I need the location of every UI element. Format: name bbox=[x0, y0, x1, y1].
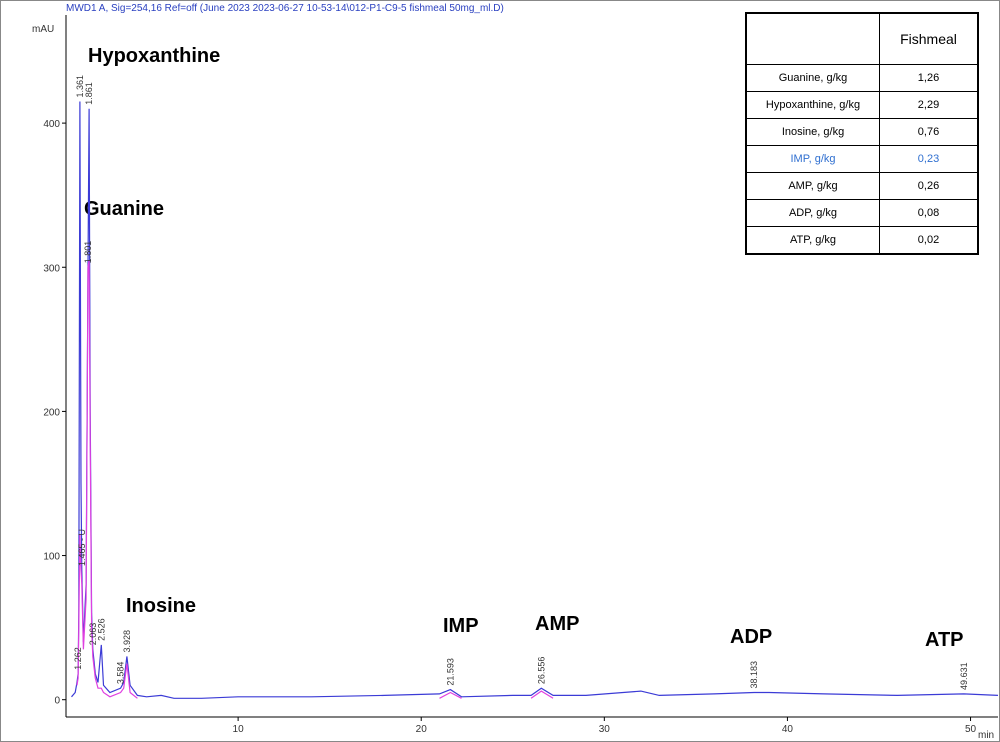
x-tick-label: 30 bbox=[599, 724, 611, 735]
peak-label: 1.861 bbox=[84, 82, 94, 105]
compound-label: Inosine bbox=[126, 595, 196, 617]
series-line bbox=[76, 260, 554, 699]
compound-label: Hypoxanthine bbox=[88, 45, 220, 67]
table-value: 0,23 bbox=[879, 145, 979, 173]
table-label: Inosine, g/kg bbox=[745, 118, 880, 146]
peak-label: 49.631 bbox=[959, 662, 969, 690]
table-row: AMP, g/kg 0,26 bbox=[745, 172, 979, 200]
table-label: Guanine, g/kg bbox=[745, 64, 880, 92]
table-header: Fishmeal bbox=[879, 12, 979, 65]
compound-label: AMP bbox=[535, 613, 579, 635]
peak-label: 3.928 bbox=[122, 630, 132, 653]
table-row: Guanine, g/kg 1,26 bbox=[745, 64, 979, 92]
peak-label: 2.063 bbox=[88, 623, 98, 646]
x-tick-label: 50 bbox=[965, 724, 977, 735]
compound-label: IMP bbox=[443, 615, 479, 637]
compound-label: ADP bbox=[730, 626, 772, 648]
x-tick-label: 10 bbox=[233, 724, 245, 735]
table-label: ATP, g/kg bbox=[745, 226, 880, 255]
table-row: IMP, g/kg 0,23 bbox=[745, 145, 979, 173]
table-value: 2,29 bbox=[879, 91, 979, 119]
peak-label: 26.556 bbox=[536, 657, 546, 685]
table-label: AMP, g/kg bbox=[745, 172, 880, 200]
table-row: Inosine, g/kg 0,76 bbox=[745, 118, 979, 146]
table-row: ATP, g/kg 0,02 bbox=[745, 226, 979, 255]
peak-label: 1.361 bbox=[75, 75, 85, 98]
y-tick-label: 100 bbox=[43, 552, 60, 563]
table-value: 0,26 bbox=[879, 172, 979, 200]
table-value: 0,76 bbox=[879, 118, 979, 146]
compound-label: Guanine bbox=[84, 198, 164, 220]
table-value: 0,08 bbox=[879, 199, 979, 227]
peak-label: 1.262 bbox=[73, 647, 83, 670]
table-label: IMP, g/kg bbox=[745, 145, 880, 173]
y-tick-label: 300 bbox=[43, 263, 60, 274]
table-value: 0,02 bbox=[879, 226, 979, 255]
y-tick-label: 0 bbox=[54, 696, 60, 707]
x-axis-label: min bbox=[978, 730, 994, 741]
peak-label: 1.801 bbox=[83, 241, 93, 264]
y-tick-label: 200 bbox=[43, 407, 60, 418]
header-empty bbox=[745, 12, 880, 65]
table-label: ADP, g/kg bbox=[745, 199, 880, 227]
peak-label: 38.183 bbox=[749, 661, 759, 689]
peak-label: 3.584 bbox=[116, 662, 126, 685]
peak-label: 1.465 - U bbox=[77, 529, 87, 566]
y-axis-label: mAU bbox=[32, 24, 54, 35]
table-label: Hypoxanthine, g/kg bbox=[745, 91, 880, 119]
y-tick-label: 400 bbox=[43, 119, 60, 130]
peak-label: 21.593 bbox=[445, 658, 455, 686]
table-row: Hypoxanthine, g/kg 2,29 bbox=[745, 91, 979, 119]
table-value: 1,26 bbox=[879, 64, 979, 92]
x-tick-label: 40 bbox=[782, 724, 794, 735]
compound-label: ATP bbox=[925, 629, 964, 651]
chart-title: MWD1 A, Sig=254,16 Ref=off (June 2023 20… bbox=[66, 3, 504, 14]
results-table: Fishmeal Guanine, g/kg 1,26 Hypoxanthine, … bbox=[745, 12, 979, 255]
table-row: ADP, g/kg 0,08 bbox=[745, 199, 979, 227]
x-tick-label: 20 bbox=[416, 724, 428, 735]
peak-label: 2.526 bbox=[96, 618, 106, 641]
